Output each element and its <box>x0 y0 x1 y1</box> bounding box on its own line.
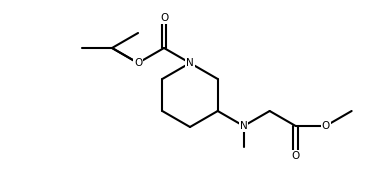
Text: N: N <box>240 121 248 131</box>
Text: N: N <box>186 58 194 68</box>
Text: O: O <box>291 151 300 161</box>
Text: O: O <box>134 58 142 68</box>
Text: O: O <box>322 121 330 131</box>
Text: O: O <box>160 13 168 23</box>
